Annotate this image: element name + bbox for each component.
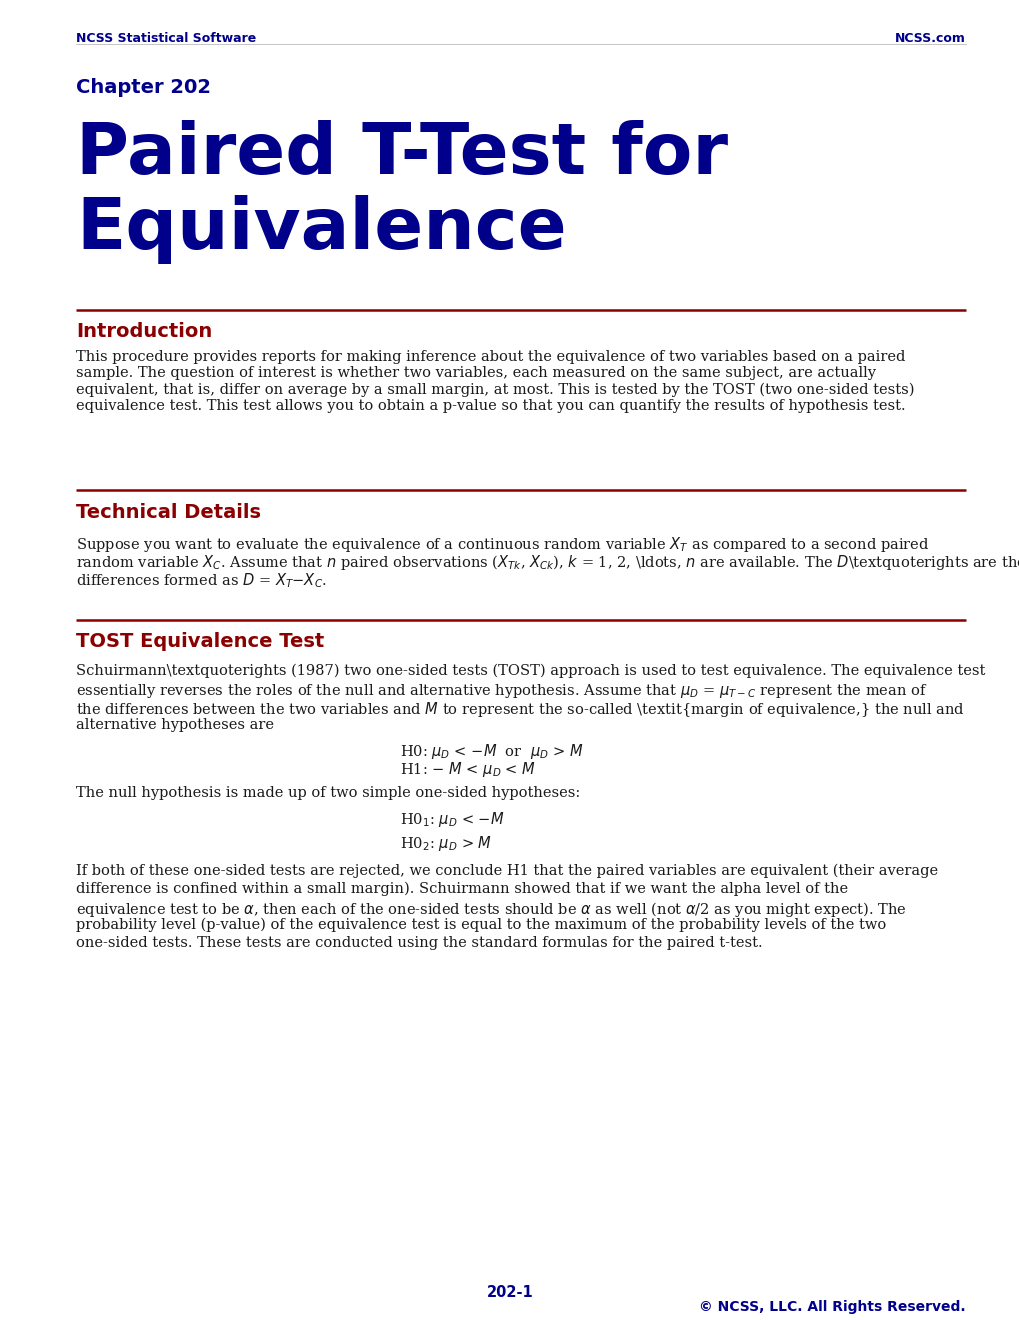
Text: H0$_1$: $\mu_D$ < $-M$: H0$_1$: $\mu_D$ < $-M$	[399, 810, 504, 829]
Text: Schuirmann\textquoterights (1987) two one-sided tests (TOST) approach is used to: Schuirmann\textquoterights (1987) two on…	[76, 664, 984, 678]
Text: random variable $X_C$. Assume that $n$ paired observations ($X_{Tk}$, $X_{Ck}$),: random variable $X_C$. Assume that $n$ p…	[76, 553, 1019, 572]
Text: NCSS Statistical Software: NCSS Statistical Software	[76, 32, 256, 45]
Text: Technical Details: Technical Details	[76, 503, 261, 521]
Text: The null hypothesis is made up of two simple one-sided hypotheses:: The null hypothesis is made up of two si…	[76, 785, 580, 800]
Text: probability level (p-value) of the equivalence test is equal to the maximum of t: probability level (p-value) of the equiv…	[76, 917, 886, 932]
Text: H0: $\mu_D$ < $-M$  or  $\mu_D$ > $M$: H0: $\mu_D$ < $-M$ or $\mu_D$ > $M$	[399, 742, 583, 762]
Text: one-sided tests. These tests are conducted using the standard formulas for the p: one-sided tests. These tests are conduct…	[76, 936, 762, 950]
Text: Introduction: Introduction	[76, 322, 212, 341]
Text: Chapter 202: Chapter 202	[76, 78, 211, 96]
Text: essentially reverses the roles of the null and alternative hypothesis. Assume th: essentially reverses the roles of the nu…	[76, 682, 926, 700]
Text: H0$_2$: $\mu_D$ > $M$: H0$_2$: $\mu_D$ > $M$	[399, 834, 492, 853]
Text: differences formed as $D$ = $X_T$$-$$X_C$.: differences formed as $D$ = $X_T$$-$$X_C…	[76, 572, 326, 590]
Text: If both of these one-sided tests are rejected, we conclude H1 that the paired va: If both of these one-sided tests are rej…	[76, 865, 937, 878]
Text: Suppose you want to evaluate the equivalence of a continuous random variable $X_: Suppose you want to evaluate the equival…	[76, 535, 928, 554]
Text: difference is confined within a small margin). Schuirmann showed that if we want: difference is confined within a small ma…	[76, 882, 847, 896]
Text: Paired T-Test for: Paired T-Test for	[76, 120, 728, 189]
Text: alternative hypotheses are: alternative hypotheses are	[76, 718, 274, 733]
Text: equivalence test to be $\alpha$, then each of the one-sided tests should be $\al: equivalence test to be $\alpha$, then ea…	[76, 900, 906, 919]
Text: H1: $-$ $M$ < $\mu_D$ < $M$: H1: $-$ $M$ < $\mu_D$ < $M$	[399, 760, 536, 779]
Text: the differences between the two variables and $M$ to represent the so-called \te: the differences between the two variable…	[76, 700, 964, 719]
Text: NCSS.com: NCSS.com	[895, 32, 965, 45]
Text: 202-1: 202-1	[486, 1284, 533, 1300]
Text: Equivalence: Equivalence	[76, 195, 567, 264]
Text: © NCSS, LLC. All Rights Reserved.: © NCSS, LLC. All Rights Reserved.	[699, 1300, 965, 1313]
Text: TOST Equivalence Test: TOST Equivalence Test	[76, 632, 324, 651]
Text: This procedure provides reports for making inference about the equivalence of tw: This procedure provides reports for maki…	[76, 350, 914, 413]
